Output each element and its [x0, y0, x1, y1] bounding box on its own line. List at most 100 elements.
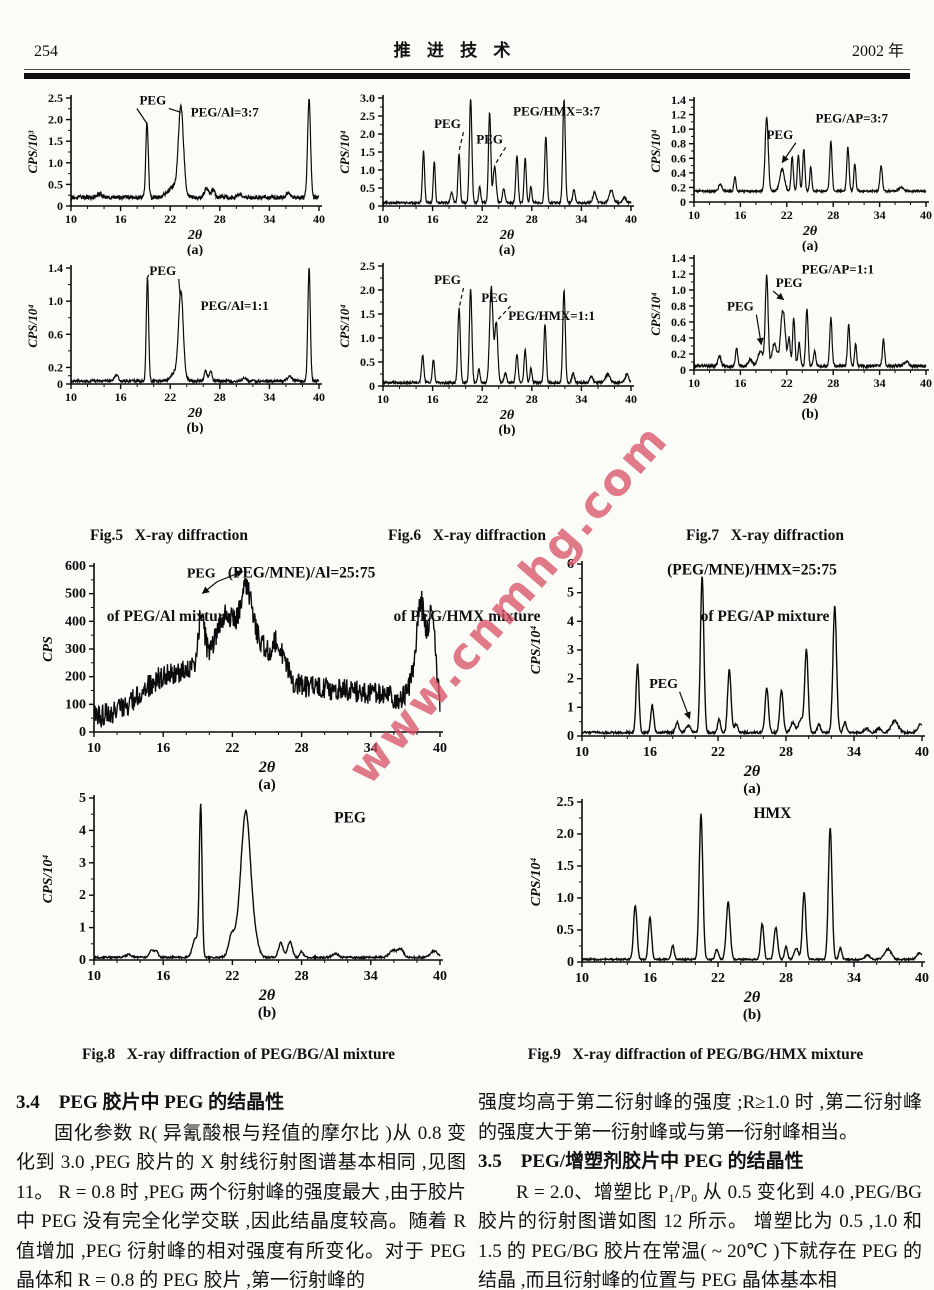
fig8a-chart: 10 16 22 28 34 40 0 100 200 300 400 500 600 CPS 2θ (a)(…: [32, 558, 452, 793]
svg-text:28: 28: [526, 392, 538, 406]
svg-text:40: 40: [433, 741, 447, 756]
svg-text:0.4: 0.4: [671, 331, 686, 345]
svg-text:34: 34: [847, 745, 861, 760]
fig5-caption-line2: of PEG/Al mixture: [106, 608, 232, 625]
svg-text:28: 28: [827, 376, 839, 390]
svg-text:1.2: 1.2: [671, 267, 686, 281]
svg-text:16: 16: [427, 392, 439, 406]
svg-text:1.5: 1.5: [360, 307, 375, 321]
svg-text:1.4: 1.4: [671, 252, 686, 265]
svg-text:CPS/10⁴: CPS/10⁴: [649, 292, 663, 335]
svg-text:28: 28: [214, 390, 226, 404]
svg-text:40: 40: [433, 969, 447, 984]
svg-text:0.5: 0.5: [360, 181, 375, 195]
svg-text:0.8: 0.8: [671, 299, 686, 313]
svg-text:2θ: 2θ: [258, 987, 276, 1004]
svg-text:34: 34: [364, 741, 378, 756]
svg-text:PEG: PEG: [776, 275, 803, 290]
svg-text:(b): (b): [186, 421, 203, 434]
svg-text:PEG/HMX=3:7: PEG/HMX=3:7: [513, 103, 600, 118]
svg-text:1.0: 1.0: [48, 156, 63, 170]
svg-text:2θ: 2θ: [743, 763, 761, 780]
svg-text:22: 22: [711, 971, 725, 986]
svg-text:2θ: 2θ: [187, 228, 203, 243]
section-3-5-paragraph: R = 2.0、增塑比 P₁/P₀ 从 0.5 变化到 4.0 ,PEG/BG …: [478, 1181, 922, 1290]
svg-text:1.5: 1.5: [48, 134, 63, 148]
svg-text:PEG: PEG: [766, 127, 793, 142]
svg-text:PEG: PEG: [481, 290, 508, 305]
svg-text:16: 16: [734, 376, 746, 390]
svg-text:16: 16: [643, 745, 657, 760]
fig8-caption: Fig.8 X-ray diffraction of PEG/BG/Al mix…: [81, 1046, 396, 1063]
svg-text:2θ: 2θ: [499, 408, 515, 423]
svg-text:2.0: 2.0: [360, 283, 375, 297]
svg-text:10: 10: [377, 212, 389, 226]
svg-text:2.0: 2.0: [557, 827, 575, 842]
journal-title: 推 进 技 术: [393, 41, 517, 60]
svg-text:22: 22: [476, 212, 488, 226]
svg-text:5: 5: [79, 791, 86, 806]
svg-text:22: 22: [781, 376, 793, 390]
svg-text:PEG: PEG: [187, 567, 216, 582]
svg-text:(b): (b): [498, 423, 515, 436]
svg-text:1.4: 1.4: [671, 94, 686, 107]
svg-text:10: 10: [65, 390, 77, 404]
svg-text:28: 28: [827, 208, 839, 222]
svg-text:0: 0: [57, 199, 63, 213]
svg-text:28: 28: [214, 212, 226, 226]
svg-text:1.5: 1.5: [360, 145, 375, 159]
svg-text:2: 2: [567, 672, 574, 687]
svg-text:2.5: 2.5: [48, 92, 63, 105]
svg-text:HMX: HMX: [753, 805, 792, 822]
svg-text:34: 34: [874, 376, 886, 390]
fig9-caption: Fig.9 X-ray diffraction of PEG/BG/HMX mi…: [527, 1046, 864, 1063]
svg-text:5: 5: [567, 586, 574, 601]
svg-text:PEG/Al=3:7: PEG/Al=3:7: [191, 104, 260, 119]
svg-text:0.5: 0.5: [360, 355, 375, 369]
svg-text:28: 28: [779, 971, 793, 986]
svg-text:28: 28: [295, 969, 309, 984]
svg-text:300: 300: [65, 642, 86, 657]
fig6-caption-line1: Fig.6 X-ray diffraction: [388, 527, 546, 544]
section-3-4-paragraph: 固化参数 R( 异氰酸根与羟值的摩尔比 )从 0.8 变化到 3.0 ,PEG …: [16, 1122, 466, 1290]
fig7-caption: Fig.7 X-ray diffraction of PEG/AP mixtur…: [616, 468, 914, 684]
svg-text:1: 1: [79, 921, 86, 936]
svg-text:2: 2: [79, 888, 86, 903]
svg-text:28: 28: [526, 212, 538, 226]
svg-text:2θ: 2θ: [802, 224, 818, 239]
svg-text:34: 34: [575, 392, 587, 406]
svg-text:2θ: 2θ: [743, 989, 761, 1006]
svg-text:10: 10: [575, 971, 589, 986]
svg-text:34: 34: [575, 212, 587, 226]
svg-text:40: 40: [313, 212, 325, 226]
svg-text:4: 4: [79, 823, 86, 838]
svg-text:10: 10: [688, 376, 700, 390]
svg-text:0: 0: [369, 199, 375, 213]
svg-text:200: 200: [65, 670, 86, 685]
svg-text:PEG/AP=1:1: PEG/AP=1:1: [802, 262, 874, 277]
svg-text:0.6: 0.6: [671, 151, 686, 165]
svg-text:0: 0: [79, 725, 86, 740]
svg-text:16: 16: [427, 212, 439, 226]
svg-text:1.2: 1.2: [671, 108, 686, 122]
svg-text:34: 34: [874, 208, 886, 222]
svg-text:(a): (a): [499, 243, 516, 256]
fig9b-chart: 10 16 22 28 34 40 0 0.5 1.0 1.5 2.0 2.5 CPS/10⁴ 2θ (b)…: [520, 794, 934, 1023]
svg-text:CPS/10⁴: CPS/10⁴: [26, 304, 40, 347]
svg-text:22: 22: [225, 741, 239, 756]
svg-text:40: 40: [625, 392, 637, 406]
svg-text:16: 16: [115, 390, 127, 404]
big-captions-row: Fig.8 X-ray diffraction of PEG/BG/Al mix…: [10, 1046, 924, 1064]
svg-text:(PEG/MNE)/Al=25:75: (PEG/MNE)/Al=25:75: [228, 565, 376, 582]
svg-text:2θ: 2θ: [499, 228, 515, 243]
svg-text:34: 34: [263, 212, 275, 226]
svg-text:0.2: 0.2: [48, 360, 63, 374]
svg-text:0.2: 0.2: [671, 347, 686, 361]
svg-text:16: 16: [156, 741, 170, 756]
svg-text:PEG: PEG: [727, 299, 754, 314]
fig5-caption: Fig.5 X-ray diffraction of PEG/Al mixtur…: [20, 468, 318, 684]
svg-text:1.0: 1.0: [671, 122, 686, 136]
svg-text:0: 0: [369, 379, 375, 393]
svg-text:(b): (b): [743, 1007, 761, 1022]
